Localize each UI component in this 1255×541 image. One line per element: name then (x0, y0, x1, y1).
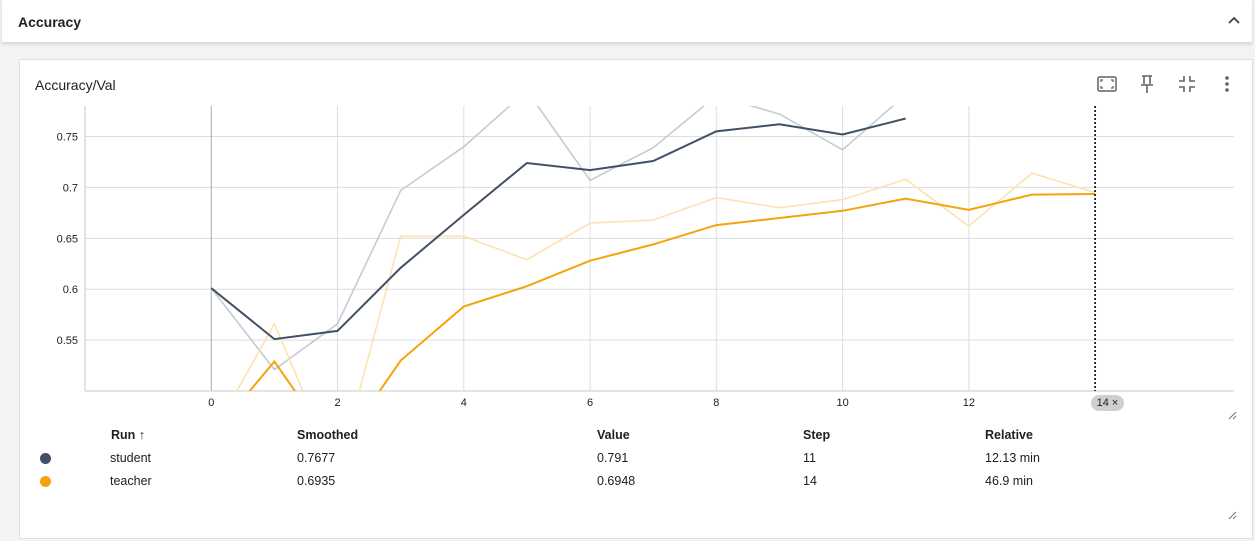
x-tick-label: 4 (461, 397, 467, 409)
accuracy-chart[interactable]: 0.55 0.6 0.65 0.7 0.75 0 2 4 6 8 10 12 (20, 60, 1252, 420)
run-name: teacher (110, 474, 152, 488)
teacher-raw-line (235, 172, 1096, 391)
x-tick-label: 0 (208, 397, 214, 409)
fullscreen-exit-icon[interactable] (1175, 72, 1199, 96)
smoothed-column-header[interactable]: Smoothed (297, 428, 359, 442)
student-smoothed-line (210, 117, 906, 341)
fit-domain-icon[interactable] (1095, 72, 1119, 96)
section-title: Accuracy (18, 14, 82, 30)
chart-card: Accuracy/Val 0.55 0.6 0.65 0.7 0.75 0 2 4 6 8 10 12… (19, 59, 1253, 539)
run-name: student (110, 451, 152, 465)
step-value: 11 (803, 451, 816, 465)
value-column-header[interactable]: Value (597, 428, 630, 442)
x-tick-label: 6 (587, 397, 593, 409)
x-tick-label: 12 (963, 397, 975, 409)
teacher-smoothed-line (248, 193, 1096, 391)
x-tick-label: 2 (334, 397, 340, 409)
relative-column-header[interactable]: Relative (985, 428, 1033, 442)
student-raw-line (210, 106, 895, 371)
resize-handle-icon[interactable] (1227, 410, 1237, 420)
resize-handle-icon[interactable] (1227, 510, 1237, 520)
card-title: Accuracy/Val (35, 77, 116, 93)
more-vert-icon[interactable] (1215, 72, 1239, 96)
run-color-dot (40, 476, 51, 487)
step-cursor-badge[interactable]: 14 × (1091, 395, 1124, 411)
x-tick-label: 8 (713, 397, 719, 409)
smoothed-value: 0.6935 (297, 474, 336, 488)
y-tick-label: 0.65 (57, 233, 78, 245)
raw-value: 0.6948 (597, 474, 636, 488)
run-column-header[interactable]: Run ↑ (111, 428, 146, 442)
y-tick-label: 0.6 (63, 284, 78, 296)
raw-value: 0.791 (597, 451, 629, 465)
smoothed-value: 0.7677 (297, 451, 336, 465)
section-header: Accuracy (2, 0, 1252, 43)
relative-time: 46.9 min (985, 474, 1033, 488)
step-column-header[interactable]: Step (803, 428, 831, 442)
step-value: 14 (803, 474, 817, 488)
relative-time: 12.13 min (985, 451, 1040, 465)
chevron-up-icon[interactable] (1224, 10, 1244, 30)
y-tick-label: 0.55 (57, 335, 78, 347)
run-color-dot (40, 453, 51, 464)
pin-icon[interactable] (1135, 72, 1159, 96)
y-tick-label: 0.7 (63, 182, 78, 194)
x-tick-label: 10 (836, 397, 848, 409)
y-tick-label: 0.75 (57, 132, 78, 144)
